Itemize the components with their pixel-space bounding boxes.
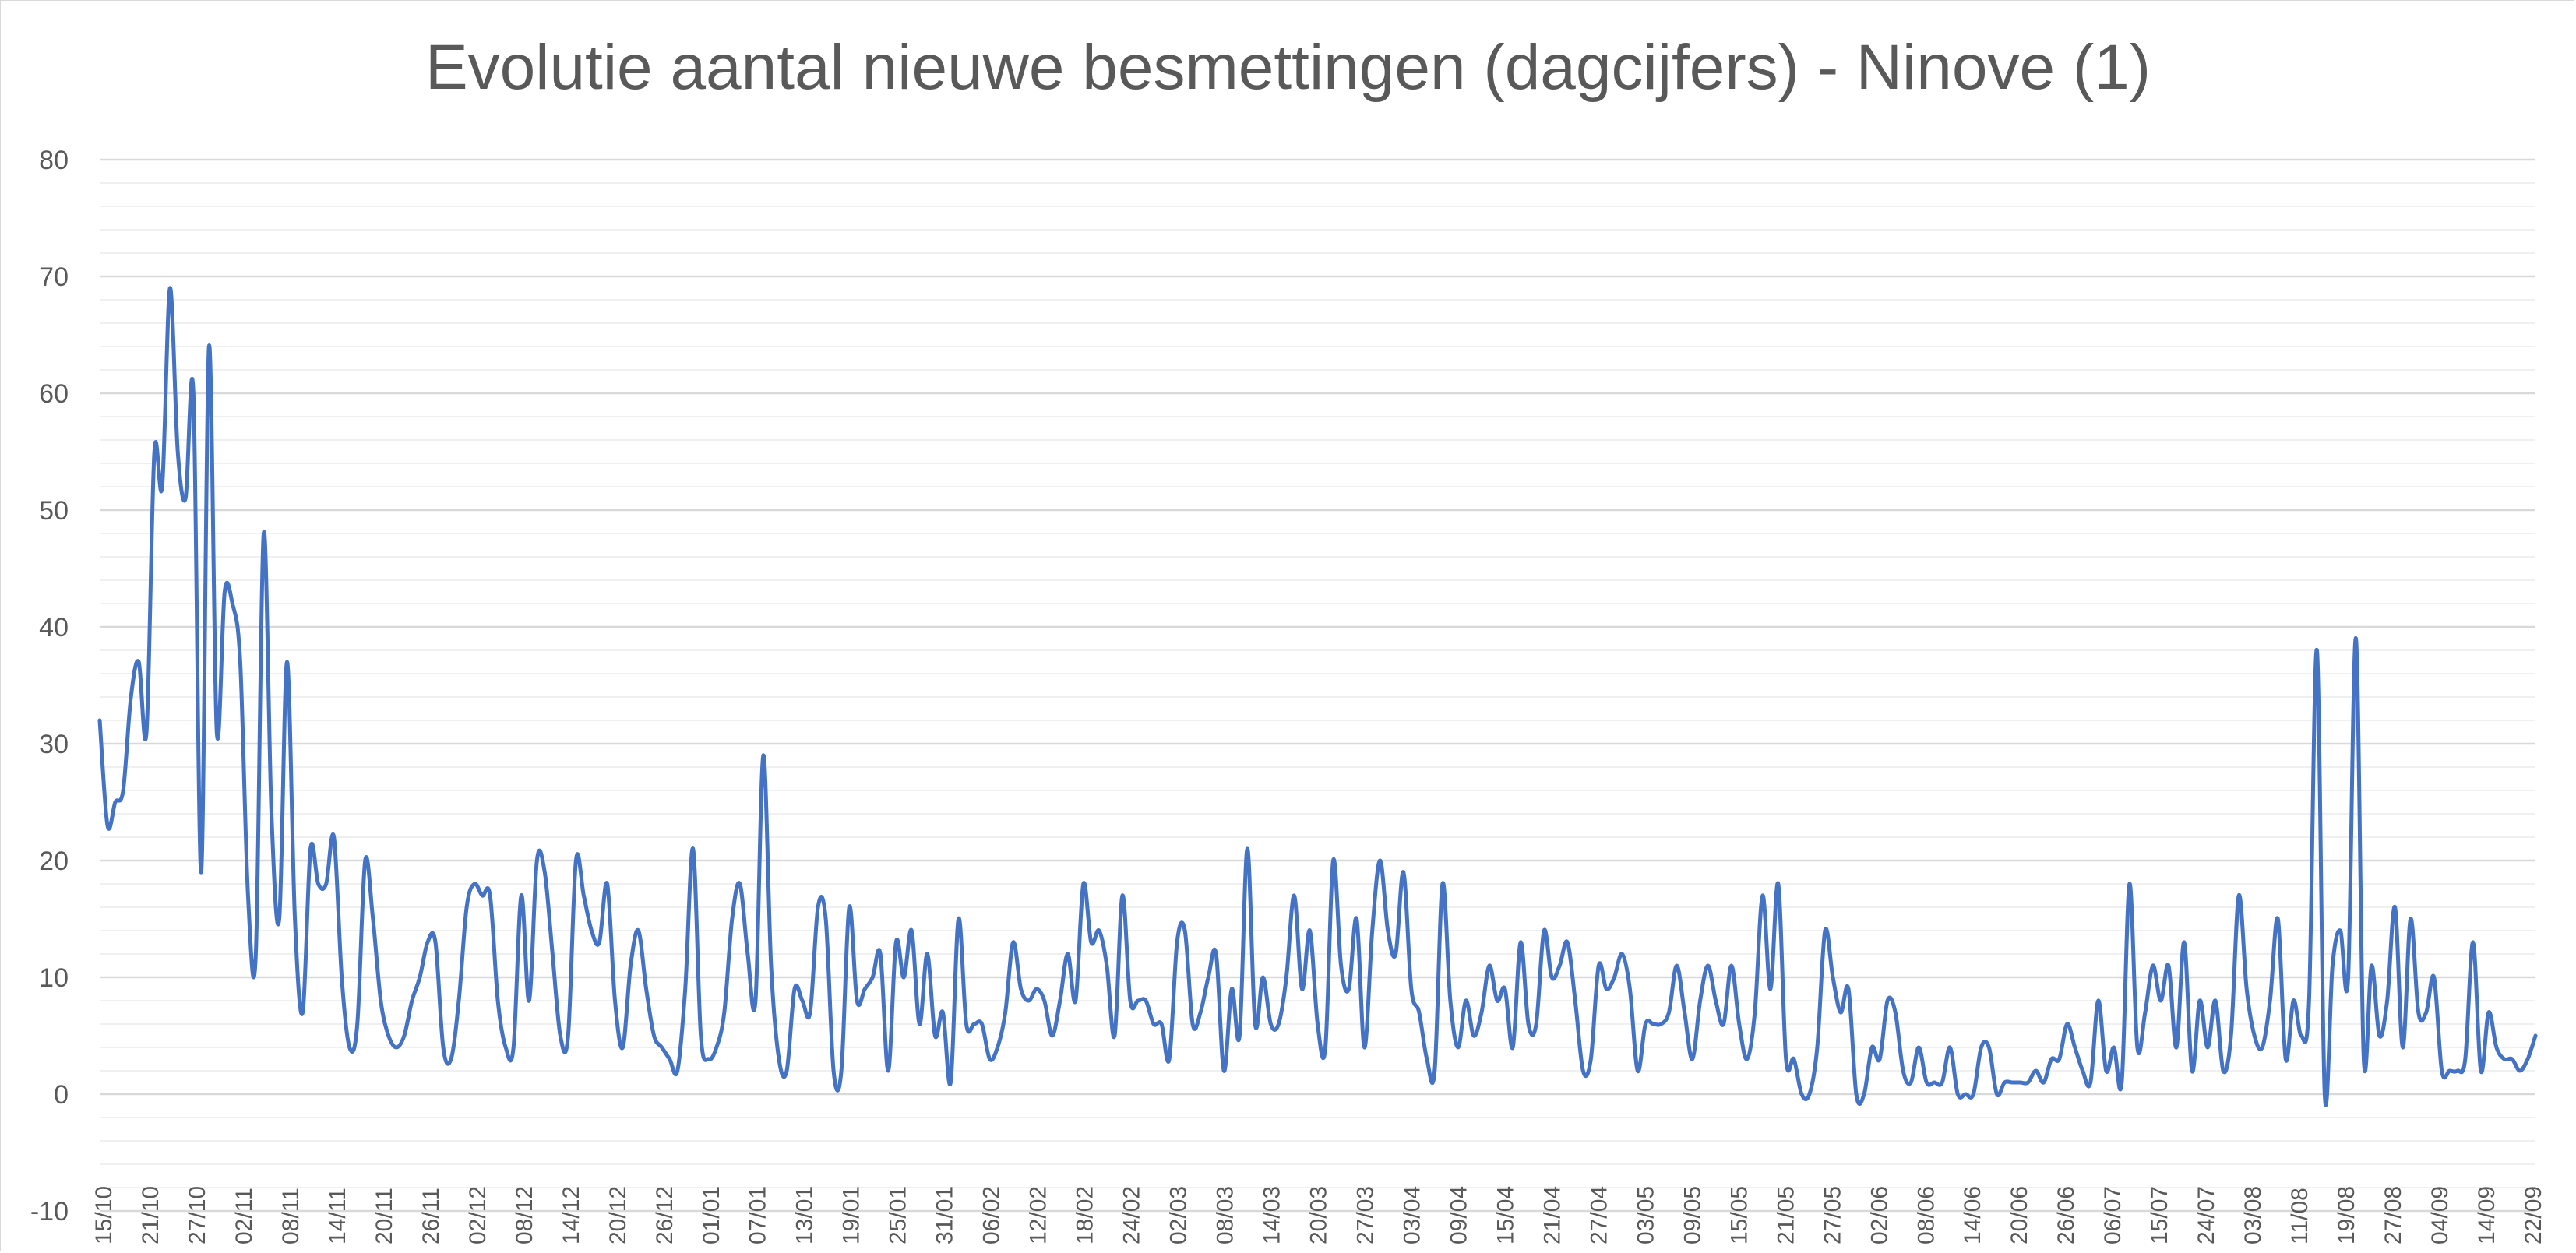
x-tick-label: 03/05 xyxy=(1633,1186,1658,1244)
x-tick-label: 27/10 xyxy=(185,1186,210,1244)
series-line xyxy=(97,286,2538,1107)
x-tick-label: 21/05 xyxy=(1773,1186,1799,1244)
x-tick-label: 02/11 xyxy=(231,1188,257,1244)
y-tick-label: 60 xyxy=(39,379,69,409)
x-tick-label: 20/11 xyxy=(372,1188,397,1244)
x-tick-label: 27/03 xyxy=(1352,1186,1378,1244)
x-tick-label: 20/06 xyxy=(2007,1186,2032,1244)
x-tick-label: 15/07 xyxy=(2147,1186,2173,1244)
x-tick-label: 06/07 xyxy=(2100,1186,2126,1244)
x-tick-label: 19/01 xyxy=(839,1186,865,1244)
x-tick-label: 31/01 xyxy=(932,1186,958,1244)
x-tick-label: 27/04 xyxy=(1586,1186,1612,1244)
x-tick-label: 08/12 xyxy=(512,1186,537,1244)
x-tick-label: 03/04 xyxy=(1399,1186,1425,1244)
series-layer xyxy=(97,286,2538,1107)
y-tick-label: 70 xyxy=(39,262,69,292)
x-tick-label: 01/01 xyxy=(699,1186,724,1244)
y-tick-label: 80 xyxy=(39,146,69,175)
x-axis-tick-labels: 15/10 21/10 27/10 02/11 08/11 14/11 20/11 26/11… xyxy=(91,1186,2546,1244)
x-tick-label: 08/06 xyxy=(1913,1186,1939,1244)
x-tick-label: 02/06 xyxy=(1866,1186,1892,1244)
x-tick-label: 09/05 xyxy=(1679,1186,1705,1244)
x-tick-label: 08/11 xyxy=(278,1188,304,1244)
x-tick-label: 11/08 xyxy=(2287,1188,2313,1244)
x-tick-label: 02/12 xyxy=(465,1186,491,1244)
x-tick-label: 03/08 xyxy=(2240,1186,2266,1244)
x-tick-label: 02/03 xyxy=(1166,1186,1192,1244)
x-tick-label: 13/01 xyxy=(792,1186,818,1244)
gridlines xyxy=(100,158,2535,1213)
x-tick-label: 14/12 xyxy=(559,1186,584,1244)
x-tick-label: 20/12 xyxy=(605,1186,631,1244)
x-tick-label: 27/05 xyxy=(1820,1186,1845,1244)
x-tick-label: 14/09 xyxy=(2474,1186,2500,1244)
y-tick-label: 30 xyxy=(39,730,69,759)
x-tick-label: 24/02 xyxy=(1119,1186,1145,1244)
x-tick-label: 12/02 xyxy=(1026,1186,1052,1244)
y-tick-label: 20 xyxy=(39,846,69,876)
y-tick-label: 0 xyxy=(54,1080,69,1110)
x-tick-label: 06/02 xyxy=(979,1186,1005,1244)
x-tick-label: 15/04 xyxy=(1492,1186,1518,1244)
x-tick-label: 26/11 xyxy=(418,1188,444,1244)
x-tick-label: 14/03 xyxy=(1260,1186,1285,1244)
y-tick-label: 10 xyxy=(39,963,69,993)
x-tick-label: 26/06 xyxy=(2053,1186,2079,1244)
x-tick-label: 26/12 xyxy=(652,1186,678,1244)
x-tick-label: 09/04 xyxy=(1446,1186,1471,1244)
y-tick-label: 50 xyxy=(39,496,69,526)
x-tick-label: 18/02 xyxy=(1073,1186,1098,1244)
y-tick-label: -10 xyxy=(30,1197,69,1227)
y-tick-label: 40 xyxy=(39,613,69,642)
x-tick-label: 07/01 xyxy=(745,1186,771,1244)
x-tick-label: 21/04 xyxy=(1539,1186,1565,1244)
x-tick-label: 14/11 xyxy=(325,1188,351,1244)
x-tick-label: 25/01 xyxy=(886,1186,911,1244)
x-tick-label: 15/10 xyxy=(91,1186,117,1244)
x-tick-label: 21/10 xyxy=(138,1186,164,1244)
x-tick-label: 08/03 xyxy=(1213,1186,1239,1244)
x-tick-label: 04/09 xyxy=(2427,1186,2453,1244)
x-tick-label: 19/08 xyxy=(2334,1186,2359,1244)
x-tick-label: 15/05 xyxy=(1726,1186,1752,1244)
chart-title: Evolutie aantal nieuwe besmettingen (dag… xyxy=(425,32,2151,103)
y-axis-tick-labels: -10 0 10 20 30 40 50 60 70 80 xyxy=(30,146,69,1227)
x-tick-label: 22/09 xyxy=(2521,1186,2546,1244)
x-tick-label: 14/06 xyxy=(1960,1186,1986,1244)
x-tick-label: 27/08 xyxy=(2380,1186,2406,1244)
x-tick-label: 20/03 xyxy=(1306,1186,1332,1244)
x-tick-label: 24/07 xyxy=(2194,1186,2219,1244)
